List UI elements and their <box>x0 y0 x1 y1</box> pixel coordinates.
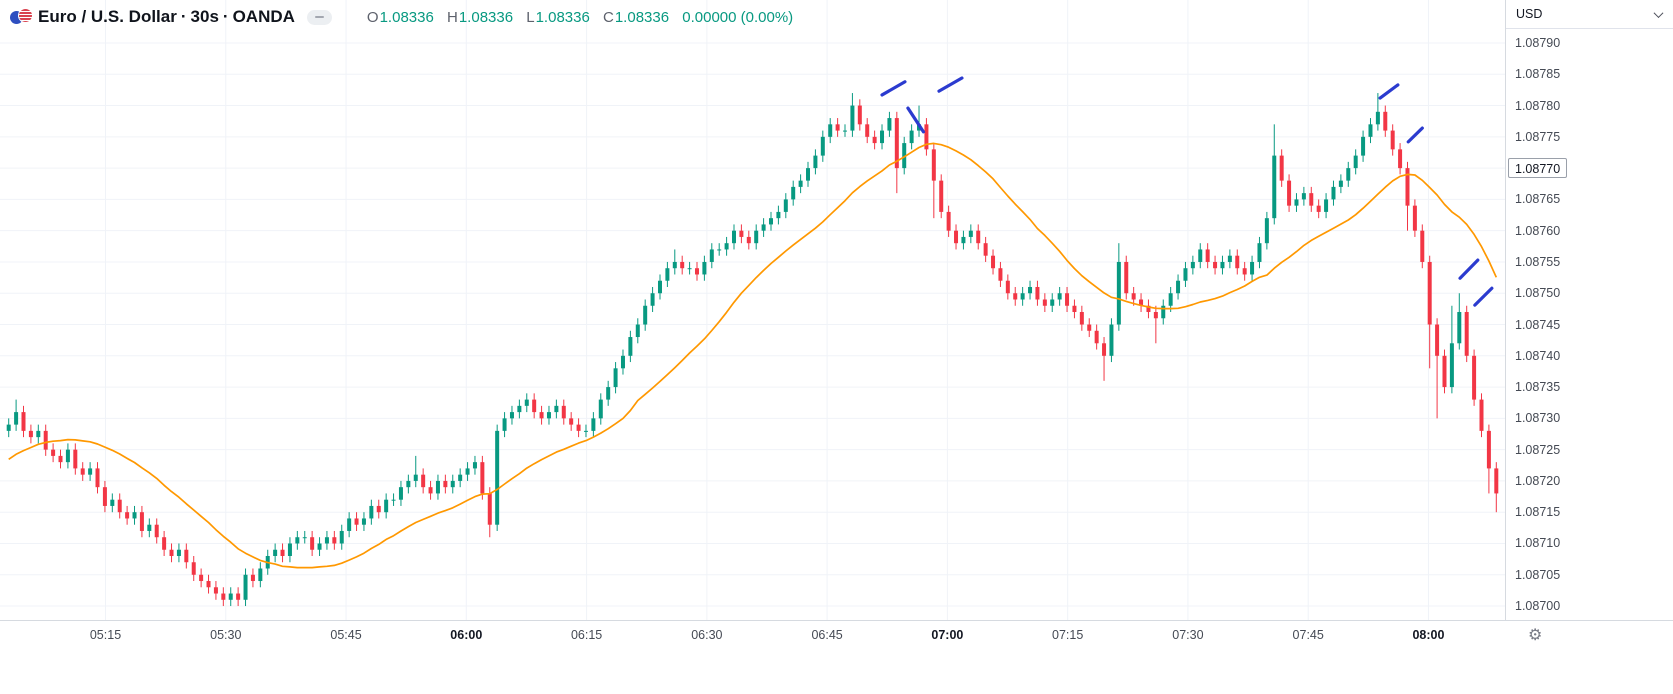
time-axis-label: 06:45 <box>811 628 843 642</box>
price-axis-label: 1.08720 <box>1515 473 1561 488</box>
trend-mark[interactable] <box>937 76 964 93</box>
price-axis-label: 1.08715 <box>1515 505 1561 520</box>
price-axis-label: 1.08745 <box>1515 317 1561 332</box>
price-axis-label: 1.08790 <box>1515 36 1561 50</box>
eurusd-pair-logo-icon <box>10 9 34 25</box>
price-axis-label: 1.08755 <box>1515 254 1561 269</box>
trend-mark[interactable] <box>1406 126 1424 144</box>
ohlc-values: O1.08336 H1.08336 L1.08336 C1.08336 0.00… <box>358 9 793 26</box>
close-label: C <box>603 9 614 26</box>
moving-average-line[interactable] <box>8 142 1498 569</box>
price-axis-label: 1.08750 <box>1515 286 1561 301</box>
time-axis-label: 06:00 <box>450 628 483 642</box>
trend-mark[interactable] <box>1473 286 1494 307</box>
price-axis-label: 1.08775 <box>1515 129 1561 144</box>
high-value: 1.08336 <box>458 9 514 26</box>
time-axis-label: 08:00 <box>1412 628 1445 642</box>
time-axis[interactable]: 05:15 05:30 05:45 06:00 06:15 06:30 06:45 07:00… <box>0 620 1673 694</box>
symbol-title[interactable]: Euro / U.S. Dollar <box>38 7 177 26</box>
currency-label: USD <box>1516 7 1543 21</box>
price-axis-label: 1.08740 <box>1515 348 1561 363</box>
price-axis-label: 1.08765 <box>1515 192 1561 207</box>
trend-mark[interactable] <box>880 80 907 97</box>
chart-pane[interactable]: Euro / U.S. Dollar · 30s · OANDA O1.0833… <box>0 0 1505 620</box>
time-axis-label: 05:30 <box>210 628 242 642</box>
chevron-down-icon <box>1653 7 1664 18</box>
trend-mark[interactable] <box>1378 83 1400 100</box>
exchange-label: OANDA <box>232 7 295 26</box>
price-axis-label: 1.08700 <box>1515 599 1561 614</box>
price-axis-label: 1.08710 <box>1515 536 1561 551</box>
current-price-label: 1.08770 <box>1508 158 1568 179</box>
trend-marks-layer[interactable] <box>880 76 1494 307</box>
open-value: 1.08336 <box>379 9 434 26</box>
candles-layer <box>6 93 1499 607</box>
time-axis-label: 07:30 <box>1172 628 1204 642</box>
time-axis-label: 05:45 <box>330 628 362 642</box>
time-axis-label: 07:00 <box>931 628 964 642</box>
price-axis-label: 1.08705 <box>1515 567 1561 582</box>
time-axis-label: 07:45 <box>1292 628 1324 642</box>
chart-legend: Euro / U.S. Dollar · 30s · OANDA O1.0833… <box>10 7 793 27</box>
high-label: H <box>447 9 458 26</box>
minus-icon[interactable] <box>306 9 332 25</box>
close-value: 1.08336 <box>614 9 670 26</box>
price-axis-label: 1.08725 <box>1515 442 1561 457</box>
interval-label[interactable]: 30s <box>190 7 219 26</box>
time-axis-label: 07:15 <box>1052 628 1084 642</box>
low-label: L <box>526 9 535 26</box>
price-axis-label: 1.08730 <box>1515 411 1561 426</box>
time-axis-label: 06:15 <box>570 628 603 642</box>
low-value: 1.08336 <box>535 9 590 26</box>
price-axis-label: 1.08760 <box>1515 223 1561 238</box>
currency-selector[interactable]: USD <box>1506 0 1673 29</box>
trend-mark[interactable] <box>1458 258 1480 280</box>
open-label: O <box>366 9 379 26</box>
time-axis-label: 05:15 <box>89 628 122 642</box>
change-value: 0.00000 (0.00%) <box>682 9 794 26</box>
candlestick-chart[interactable] <box>0 0 1505 620</box>
price-axis-label: 1.08735 <box>1515 380 1561 395</box>
title-separator: · <box>222 7 229 26</box>
price-axis-label: 1.08785 <box>1515 67 1561 82</box>
time-axis-label: 06:30 <box>691 628 723 642</box>
trend-mark[interactable] <box>906 106 926 134</box>
price-axis-label: 1.08780 <box>1515 98 1561 113</box>
settings-gear-icon[interactable]: ⚙ <box>1528 627 1543 644</box>
price-axis[interactable]: USD 1.08790 1.08785 1.08780 1.08775 1.08770 1… <box>1505 0 1673 694</box>
grid-lines <box>0 0 1505 620</box>
title-separator: · <box>180 7 187 26</box>
